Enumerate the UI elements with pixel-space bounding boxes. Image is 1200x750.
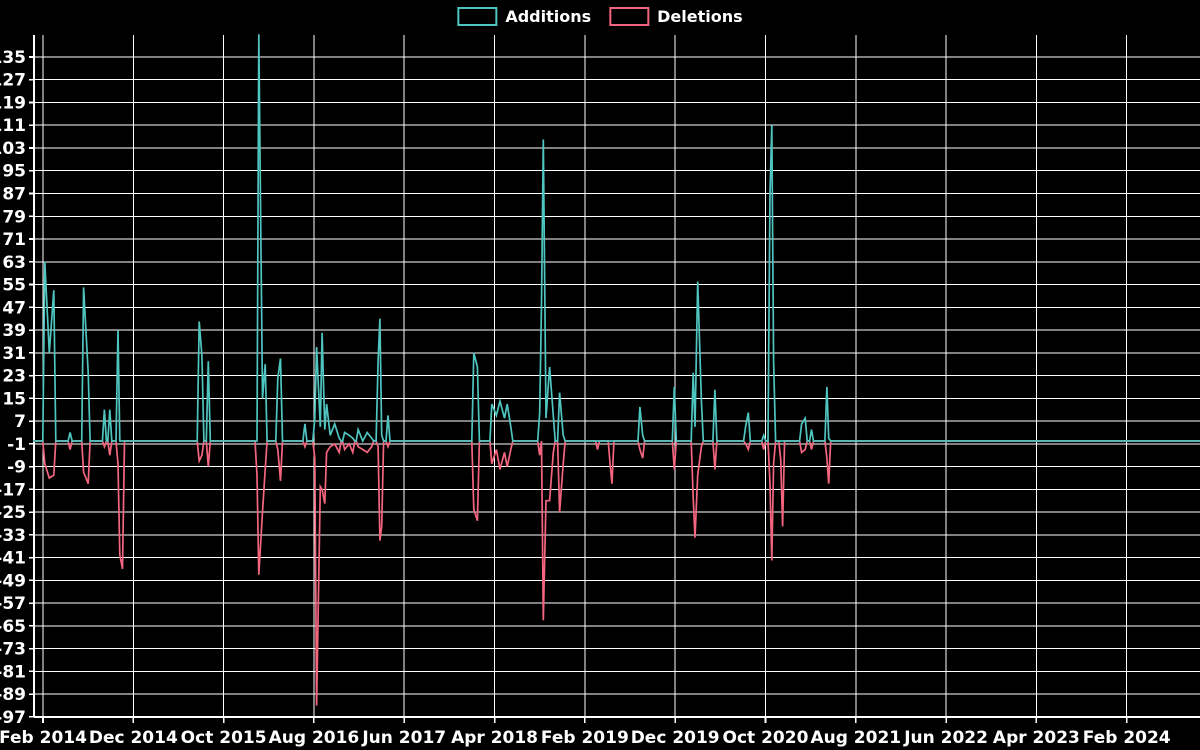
y-tick-label: -97 (0, 708, 26, 728)
y-tick-label: 7 (14, 412, 26, 432)
y-tick-label: -89 (0, 685, 26, 705)
y-tick-label: -65 (0, 617, 26, 637)
y-tick-label: -33 (0, 526, 26, 546)
y-tick-label: 87 (2, 185, 26, 205)
y-tick-label: 23 (2, 367, 26, 387)
x-tick-label: Aug 2021 (810, 728, 901, 748)
x-tick-label: Feb 2019 (541, 728, 629, 748)
x-tick-label: Dec 2014 (89, 728, 178, 748)
x-tick-label: Dec 2019 (631, 728, 720, 748)
y-tick-label: -49 (0, 571, 26, 591)
deletions-swatch-icon (609, 7, 650, 26)
legend-item-deletions: Deletions (609, 7, 743, 26)
y-tick-label: 47 (2, 298, 26, 318)
chart-legend: Additions Deletions (457, 7, 743, 26)
y-tick-label: -73 (0, 640, 26, 660)
deletions-legend-label: Deletions (657, 6, 743, 26)
x-tick-label: Oct 2015 (181, 728, 267, 748)
x-tick-label: Oct 2020 (723, 728, 809, 748)
y-tick-label: 71 (2, 230, 26, 250)
x-tick-label: Apr 2018 (451, 728, 538, 748)
legend-item-additions: Additions (457, 7, 591, 26)
x-tick-label: Feb 2024 (1083, 728, 1171, 748)
y-tick-label: 63 (2, 253, 26, 273)
y-tick-label: 103 (0, 139, 26, 159)
y-tick-label: 127 (0, 71, 26, 91)
x-tick-label: Jun 2022 (903, 728, 988, 748)
y-tick-label: -17 (0, 480, 26, 500)
y-tick-label: 135 (0, 48, 26, 68)
y-tick-label: 55 (2, 276, 26, 296)
y-tick-label: 15 (2, 389, 26, 409)
additions-legend-label: Additions (505, 6, 592, 26)
y-tick-label: -57 (0, 594, 26, 614)
additions-line (33, 34, 1200, 444)
x-tick-label: Feb 2014 (0, 728, 87, 748)
y-tick-label: 111 (0, 116, 26, 136)
x-tick-label: Aug 2016 (269, 728, 360, 748)
y-tick-label: 79 (2, 207, 26, 227)
y-tick-label: -41 (0, 549, 26, 569)
y-tick-label: 39 (2, 321, 26, 341)
additions-swatch-icon (457, 7, 498, 26)
y-tick-label: -81 (0, 662, 26, 682)
y-tick-label: -25 (0, 503, 26, 523)
y-tick-label: -1 (7, 435, 26, 455)
y-tick-label: 119 (0, 93, 26, 113)
y-tick-label: -9 (7, 458, 26, 478)
x-tick-label: Jun 2017 (361, 728, 446, 748)
y-tick-label: 95 (2, 162, 26, 182)
y-tick-label: 31 (2, 344, 26, 364)
x-tick-label: Apr 2023 (993, 728, 1080, 748)
